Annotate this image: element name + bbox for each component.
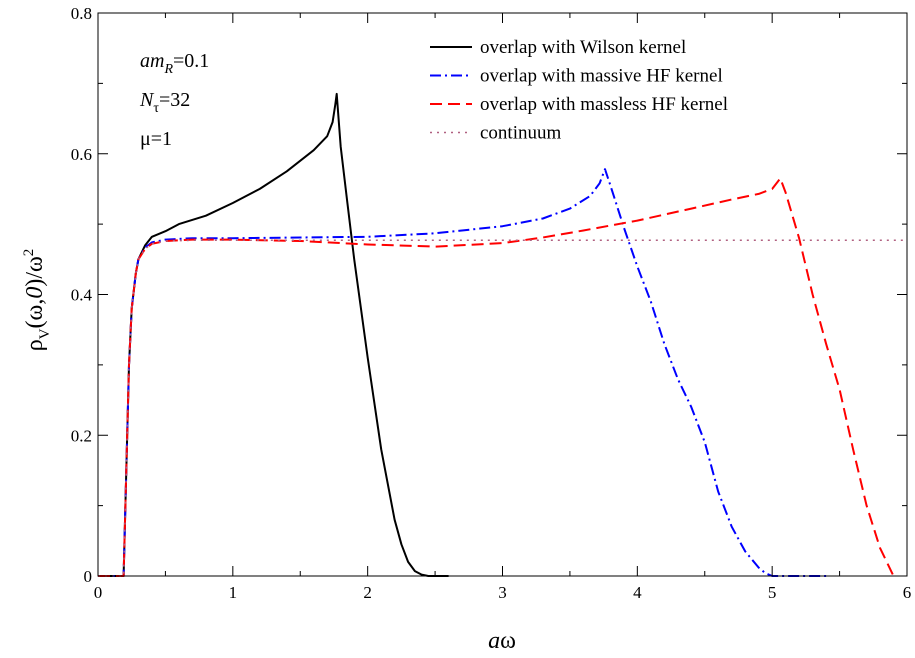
x-axis-title: aω: [488, 628, 516, 654]
plot-lines: [98, 94, 907, 576]
legend-label-0: overlap with Wilson kernel: [480, 37, 686, 58]
y-tick-label: 0.8: [71, 4, 92, 23]
series-line-1: [98, 169, 826, 576]
x-tick-label: 6: [903, 583, 912, 602]
x-tick-label: 4: [633, 583, 642, 602]
series-line-3: [98, 240, 907, 576]
series-line-0: [98, 94, 449, 576]
x-tick-label: 0: [94, 583, 103, 602]
param-mass: amR=0.1: [140, 50, 209, 77]
y-tick-label: 0.6: [71, 145, 92, 164]
x-tick-label: 2: [363, 583, 372, 602]
legend-label-3: continuum: [480, 123, 561, 144]
y-tick-label: 0.4: [71, 286, 93, 305]
legend-label-2: overlap with massless HF kernel: [480, 94, 728, 115]
legend: overlap with Wilson kernel overlap with m…: [430, 37, 728, 144]
x-tick-label: 3: [498, 583, 507, 602]
y-tick-label: 0: [84, 567, 93, 586]
x-tick-label: 1: [229, 583, 238, 602]
legend-label-1: overlap with massive HF kernel: [480, 66, 723, 87]
y-tick-label: 0.2: [71, 426, 92, 445]
parameter-box: amR=0.1 Nτ=32 μ=1: [139, 50, 209, 150]
y-axis-title: ρV(ω,0)/ω2: [21, 249, 53, 352]
param-mu: μ=1: [140, 128, 172, 150]
x-tick-label: 5: [768, 583, 777, 602]
param-ntau: Nτ=32: [139, 89, 190, 116]
